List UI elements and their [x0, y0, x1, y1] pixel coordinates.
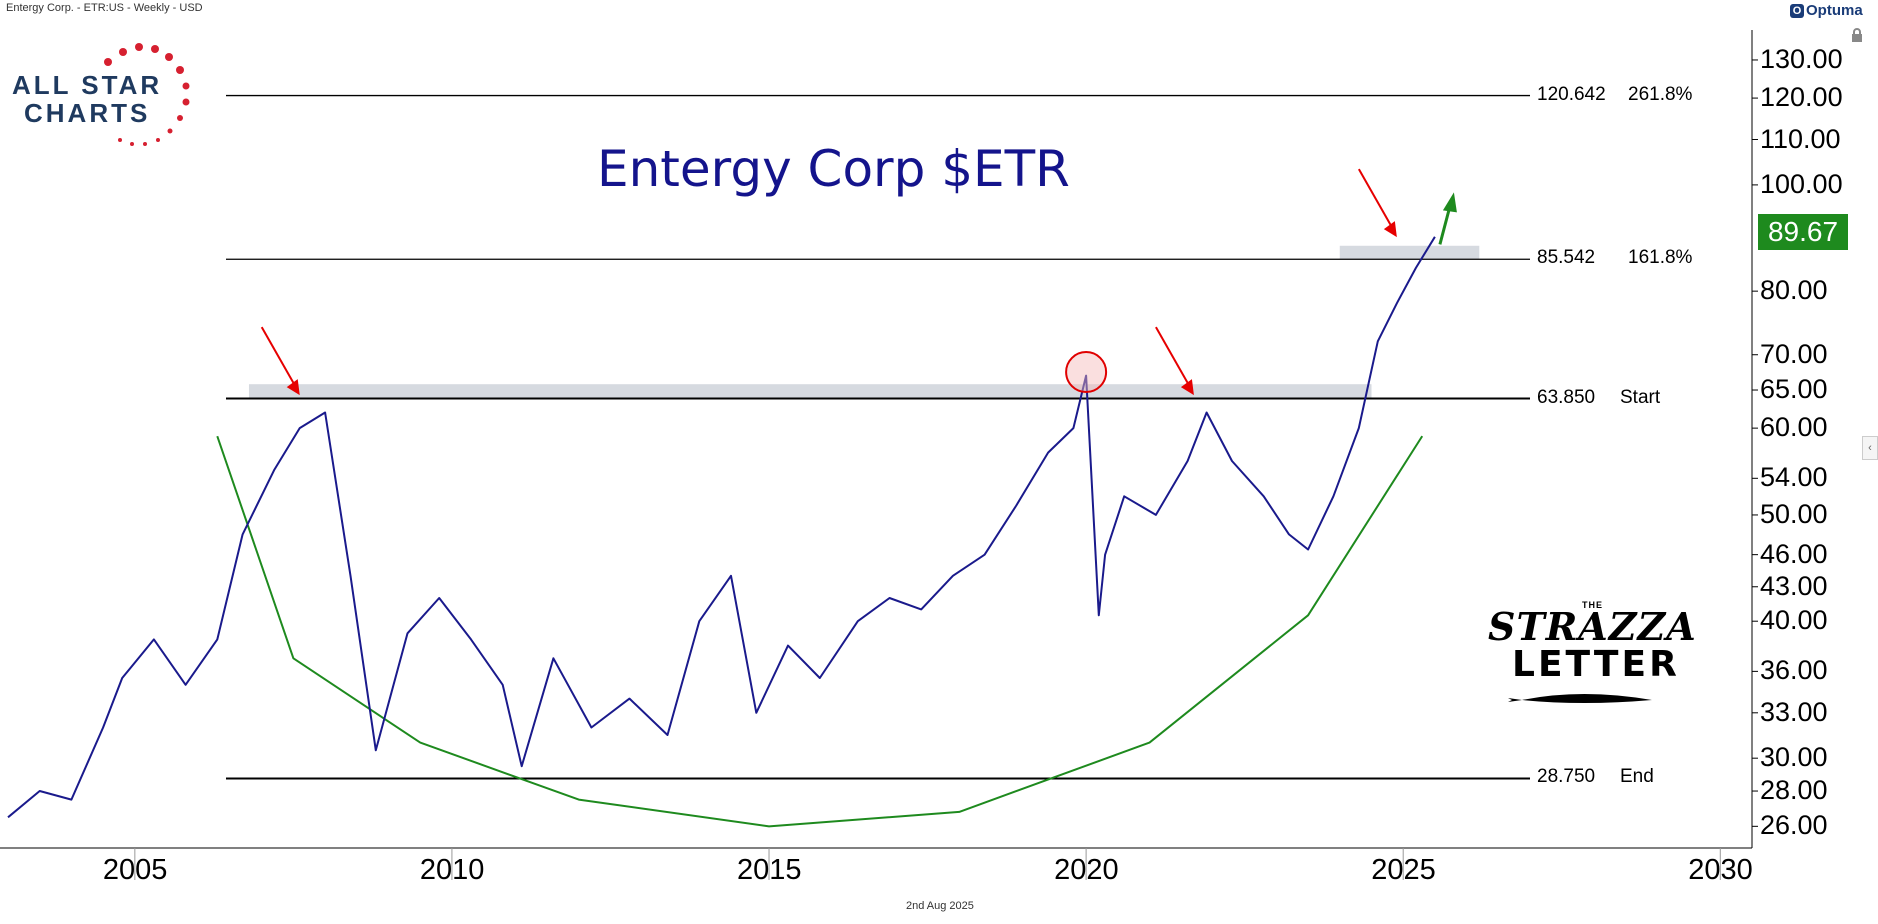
y-tick-label-13: 36.00 — [1760, 655, 1828, 686]
y-tick-label-8: 54.00 — [1760, 462, 1828, 493]
x-tick-label-0: 2005 — [102, 854, 168, 886]
y-tick-label-12: 40.00 — [1760, 605, 1828, 636]
level-label-1: 161.8% — [1628, 247, 1693, 269]
red-arrow-shaft-1 — [1155, 326, 1190, 386]
panel-toggle-button[interactable]: ‹ — [1862, 436, 1878, 460]
y-tick-label-1: 120.00 — [1760, 82, 1843, 113]
logo-strazza: STRAZZA — [1488, 604, 1697, 649]
level-label-3: End — [1620, 766, 1654, 788]
optuma-logo-icon: O — [1790, 4, 1804, 18]
y-tick-label-15: 30.00 — [1760, 742, 1828, 773]
red-arrow-head-2 — [1383, 221, 1397, 238]
y-tick-label-14: 33.00 — [1760, 696, 1828, 727]
lock-icon[interactable] — [1850, 28, 1864, 42]
level-label-2: Start — [1620, 386, 1661, 408]
optuma-brand: O Optuma — [1790, 2, 1863, 19]
y-tick-label-10: 46.00 — [1760, 538, 1828, 569]
level-value-0: 120.642 — [1537, 83, 1606, 105]
y-tick-label-6: 65.00 — [1760, 374, 1828, 405]
logo-letter: LETTER — [1512, 644, 1680, 685]
logo-the: THE — [1582, 600, 1603, 610]
price-series-line — [7, 236, 1436, 819]
allstarcharts-logo: ALL STAR CHARTS — [8, 40, 208, 150]
x-tick-label-2: 2015 — [737, 854, 802, 886]
brand-label: Optuma — [1806, 2, 1863, 19]
breakout-failure-circle — [1065, 351, 1108, 394]
chart-header-info: Entergy Corp. - ETR:US - Weekly - USD — [6, 2, 203, 14]
level-value-1: 85.542 — [1537, 247, 1596, 269]
x-tick-label-1: 2010 — [419, 854, 485, 886]
logo-line-2: CHARTS — [24, 98, 151, 128]
x-tick-label-3: 2020 — [1054, 854, 1119, 886]
y-tick-label-11: 43.00 — [1760, 570, 1828, 601]
y-tick-label-17: 26.00 — [1760, 810, 1828, 841]
x-tick-label-5: 2030 — [1688, 854, 1753, 886]
last-price-badge: 89.67 — [1758, 214, 1848, 250]
red-arrow-shaft-0 — [260, 326, 296, 386]
y-tick-label-4: 80.00 — [1760, 275, 1828, 306]
level-label-0: 261.8% — [1628, 83, 1693, 105]
red-arrow-head-0 — [286, 379, 300, 396]
y-tick-label-16: 28.00 — [1760, 775, 1828, 806]
resistance-zone-0 — [248, 384, 1372, 399]
resistance-zone-1 — [1339, 245, 1480, 260]
saucer-arc — [216, 435, 1424, 828]
level-value-3: 28.750 — [1537, 766, 1596, 788]
pen-icon — [1508, 694, 1652, 703]
y-tick-label-0: 130.00 — [1760, 43, 1843, 74]
y-tick-label-2: 110.00 — [1760, 123, 1841, 154]
y-tick-label-7: 60.00 — [1760, 412, 1828, 443]
y-tick-label-9: 50.00 — [1760, 498, 1828, 529]
y-tick-label-3: 100.00 — [1760, 168, 1843, 199]
green-arrow-shaft — [1438, 205, 1452, 245]
stars-ring-icon — [104, 43, 190, 146]
chart-date: 2nd Aug 2025 — [906, 900, 974, 912]
strazza-letter-logo: THE STRAZZA LETTER — [1482, 600, 1696, 712]
y-tick-label-5: 70.00 — [1760, 338, 1828, 369]
green-arrow-head — [1442, 192, 1457, 213]
x-tick-label-4: 2025 — [1371, 854, 1436, 886]
logo-line-1: ALL STAR — [12, 70, 163, 100]
level-value-2: 63.850 — [1537, 386, 1596, 408]
red-arrow-head-1 — [1180, 379, 1194, 396]
chart-title: Entergy Corp $ETR — [597, 140, 1070, 198]
red-arrow-shaft-2 — [1357, 168, 1393, 228]
